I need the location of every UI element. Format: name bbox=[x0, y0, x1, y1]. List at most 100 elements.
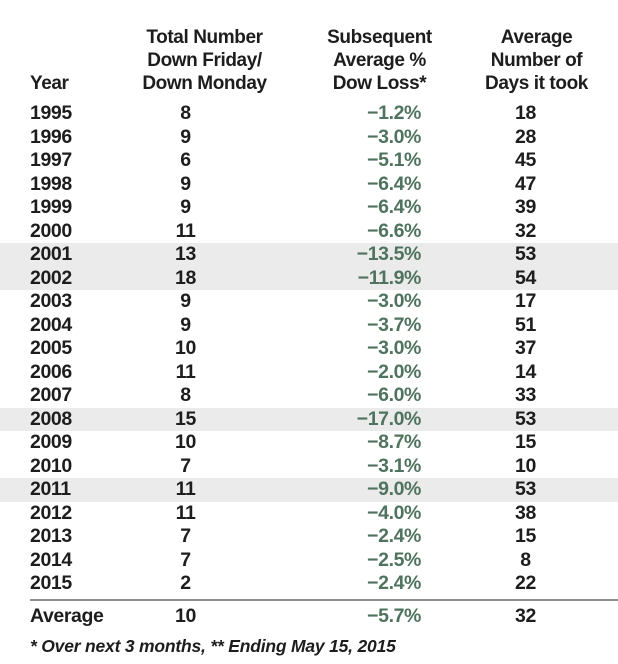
dfdm-count-cell: 6 bbox=[180, 149, 191, 171]
dow-loss-cell: −6.4% bbox=[367, 196, 421, 218]
days-cell: 8 bbox=[520, 548, 531, 571]
year-cell: 2003 bbox=[30, 290, 72, 312]
table-row: 2014 7 −2.5% 8 bbox=[0, 549, 618, 573]
year-cell: 1998 bbox=[30, 172, 72, 195]
dfdm-count-cell: 18 bbox=[175, 266, 196, 289]
days-cell: 45 bbox=[515, 149, 536, 171]
header-year: Year bbox=[0, 72, 122, 95]
year-cell: 1997 bbox=[30, 149, 72, 171]
dfdm-count-cell: 11 bbox=[175, 360, 196, 383]
dow-loss-cell: −2.0% bbox=[367, 360, 421, 383]
dfdm-count-cell: 8 bbox=[180, 102, 191, 124]
dfdm-count-cell: 15 bbox=[175, 407, 196, 430]
dow-loss-cell: −4.0% bbox=[367, 501, 421, 524]
dow-loss-cell: −3.0% bbox=[367, 290, 421, 312]
table-row: 2005 10 −3.0% 37 bbox=[0, 337, 618, 361]
year-cell: 2000 bbox=[30, 219, 72, 242]
header-line: Number of bbox=[490, 50, 583, 71]
table-header: Year Total Number Down Friday/Down Monday S… bbox=[0, 26, 618, 95]
table-row: 2013 7 −2.4% 15 bbox=[0, 525, 618, 549]
dfdm-count-cell: 7 bbox=[180, 548, 191, 571]
table-row: 1999 9 −6.4% 39 bbox=[0, 196, 618, 220]
days-cell: 39 bbox=[515, 196, 536, 218]
year-cell: 2013 bbox=[30, 525, 72, 547]
year-cell: 2009 bbox=[30, 431, 72, 453]
days-cell: 37 bbox=[515, 337, 536, 359]
header-dow_loss: Subsequent Average % Dow Loss* bbox=[267, 26, 447, 95]
table-row: 2008 15 −17.0% 53 bbox=[0, 407, 618, 431]
days-cell: 47 bbox=[515, 172, 536, 195]
table-row: 1996 9 −3.0% 28 bbox=[0, 126, 618, 150]
average-divider bbox=[30, 598, 618, 601]
table-row: 2001 13 −13.5% 53 bbox=[0, 243, 618, 267]
year-cell: 2012 bbox=[30, 501, 72, 524]
year-cell: 2002 bbox=[30, 266, 72, 289]
table-row: 2010 7 −3.1% 10 bbox=[0, 455, 618, 479]
dfdm-count-cell: 11 bbox=[175, 219, 196, 242]
dfdm-count-cell: 9 bbox=[180, 125, 191, 148]
header-dfdm_count: Total Number Down Friday/Down Monday bbox=[122, 26, 267, 95]
days-cell: 28 bbox=[515, 125, 536, 148]
table-row: 2012 11 −4.0% 38 bbox=[0, 502, 618, 526]
average-row: Average 10 −5.7% 32 bbox=[0, 604, 618, 631]
dow-loss-cell: −6.6% bbox=[367, 219, 421, 242]
year-cell: 2007 bbox=[30, 384, 72, 406]
dfdm-count-cell: 13 bbox=[175, 243, 196, 265]
dfdm-count-cell: 9 bbox=[180, 172, 191, 195]
year-cell: 1999 bbox=[30, 196, 72, 218]
days-cell: 51 bbox=[515, 313, 536, 336]
year-cell: 2004 bbox=[30, 313, 72, 336]
dfdm-count-cell: 11 bbox=[175, 501, 196, 524]
header-line: Average bbox=[500, 27, 573, 48]
days-cell: 22 bbox=[515, 572, 536, 594]
dow-loss-cell: −2.5% bbox=[367, 548, 421, 571]
dfdm-count-cell: 9 bbox=[180, 290, 191, 312]
year-cell: Average bbox=[30, 605, 104, 628]
table-row: 1997 6 −5.1% 45 bbox=[0, 149, 618, 173]
header-line: Down Friday/ bbox=[147, 50, 262, 71]
year-cell: 2015 bbox=[30, 572, 72, 594]
dfdm-count-cell: 2 bbox=[180, 572, 191, 594]
table-row: 2015 2 −2.4% 22 bbox=[0, 572, 618, 596]
days-cell: 15 bbox=[515, 525, 536, 547]
year-cell: 2005 bbox=[30, 337, 72, 359]
table-row: 2009 10 −8.7% 15 bbox=[0, 431, 618, 455]
year-cell: 2014 bbox=[30, 548, 72, 571]
days-cell: 33 bbox=[515, 384, 536, 406]
days-cell: 53 bbox=[515, 478, 536, 500]
dow-loss-cell: −11.9% bbox=[357, 266, 422, 289]
header-line: Subsequent bbox=[327, 27, 432, 48]
table-body: 1995 8 −1.2% 18 1996 9 −3.0% 28 1997 6 −5.1% 45 1998… bbox=[0, 102, 618, 596]
days-cell: 54 bbox=[515, 266, 536, 289]
dfdm-count-cell: 9 bbox=[180, 313, 191, 336]
dow-loss-cell: −5.7% bbox=[367, 605, 421, 628]
dow-loss-cell: −2.4% bbox=[367, 525, 421, 547]
header-line: Total Number bbox=[146, 27, 263, 48]
dow-loss-cell: −8.7% bbox=[367, 431, 421, 453]
table-row: 1998 9 −6.4% 47 bbox=[0, 173, 618, 197]
dfdm-count-cell: 10 bbox=[175, 337, 196, 359]
header-line: Days it took bbox=[485, 73, 588, 94]
days-cell: 38 bbox=[515, 501, 536, 524]
dfdm-count-cell: 10 bbox=[175, 431, 196, 453]
dow-loss-cell: −17.0% bbox=[356, 407, 422, 430]
year-cell: 2010 bbox=[30, 454, 72, 477]
dow-loss-cell: −3.0% bbox=[367, 337, 421, 359]
dow-loss-cell: −2.4% bbox=[367, 572, 421, 594]
dfdm-count-cell: 11 bbox=[175, 478, 196, 500]
dow-loss-cell: −6.0% bbox=[367, 384, 421, 406]
year-cell: 1995 bbox=[30, 102, 72, 124]
days-cell: 53 bbox=[515, 243, 536, 265]
table-row: 1995 8 −1.2% 18 bbox=[0, 102, 618, 126]
dfdm-count-cell: 10 bbox=[175, 605, 196, 628]
days-cell: 17 bbox=[515, 290, 536, 312]
footnote: * Over next 3 months, ** Ending May 15, … bbox=[30, 635, 396, 656]
year-cell: 2011 bbox=[30, 478, 71, 500]
dfdm-count-cell: 9 bbox=[180, 196, 191, 218]
dow-loss-cell: −6.4% bbox=[367, 172, 421, 195]
table-row: 2003 9 −3.0% 17 bbox=[0, 290, 618, 314]
header-days: Average Number of Days it took bbox=[447, 26, 618, 95]
days-cell: 18 bbox=[515, 102, 536, 124]
days-cell: 32 bbox=[515, 605, 536, 628]
dfdm-count-cell: 7 bbox=[180, 454, 191, 477]
